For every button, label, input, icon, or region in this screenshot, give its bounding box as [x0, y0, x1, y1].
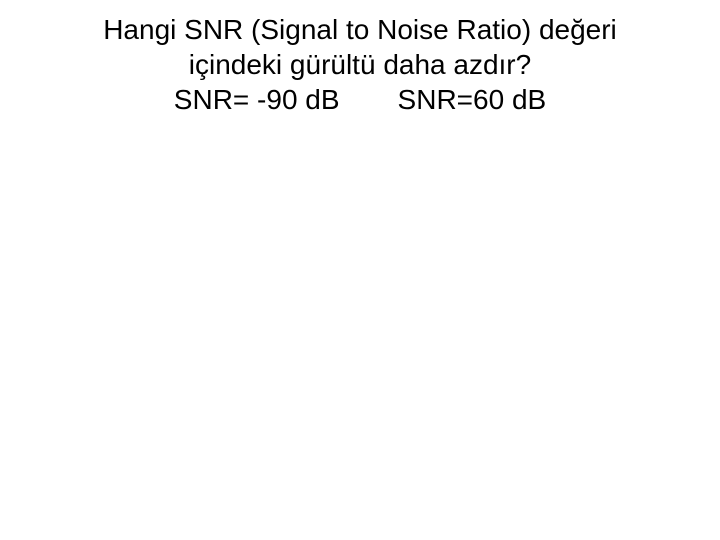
question-line-2: içindeki gürültü daha azdır?: [0, 47, 720, 82]
question-title: Hangi SNR (Signal to Noise Ratio) değeri…: [0, 12, 720, 117]
slide-container: Hangi SNR (Signal to Noise Ratio) değeri…: [0, 0, 720, 540]
snr-value-1: SNR= -90 dB: [174, 84, 340, 115]
question-line-1: Hangi SNR (Signal to Noise Ratio) değeri: [0, 12, 720, 47]
snr-values-line: SNR= -90 dB SNR=60 dB: [0, 82, 720, 117]
snr-value-2: SNR=60 dB: [398, 84, 547, 115]
